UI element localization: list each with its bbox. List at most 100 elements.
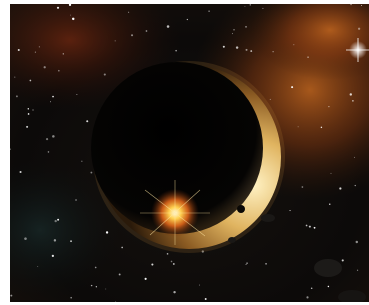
star [302, 186, 304, 188]
star [44, 66, 46, 68]
star [173, 263, 175, 265]
star [306, 225, 308, 227]
star [69, 4, 71, 6]
star [306, 296, 308, 298]
star [350, 93, 352, 95]
star [131, 34, 133, 36]
star [37, 266, 38, 267]
star [14, 77, 15, 78]
star [270, 99, 271, 100]
star [245, 6, 246, 7]
star [175, 50, 177, 52]
star [355, 185, 356, 186]
star [18, 49, 20, 51]
star [339, 187, 341, 189]
star [289, 210, 290, 211]
star [10, 295, 12, 297]
star [121, 247, 123, 249]
star [95, 267, 97, 269]
star [86, 120, 88, 122]
star [50, 101, 51, 102]
star [76, 94, 77, 95]
star [28, 108, 29, 109]
star [151, 264, 153, 266]
star [309, 226, 311, 228]
star [52, 135, 55, 138]
star [128, 12, 129, 13]
star [115, 40, 116, 41]
star [72, 18, 74, 20]
star [350, 4, 351, 5]
star [63, 53, 64, 54]
star [245, 264, 246, 265]
star [246, 263, 247, 264]
star [250, 4, 251, 5]
star [52, 96, 54, 98]
star [48, 151, 50, 153]
asteroid [261, 214, 275, 222]
star [39, 46, 40, 47]
star [146, 30, 148, 32]
star [208, 10, 209, 11]
star [246, 49, 248, 51]
star [105, 289, 106, 290]
star [361, 5, 362, 6]
star [328, 286, 329, 287]
star [52, 255, 54, 257]
star [90, 172, 92, 174]
star [291, 86, 293, 88]
space-image [0, 0, 369, 305]
star [293, 44, 294, 45]
star [358, 28, 360, 30]
star [236, 46, 238, 48]
star [171, 261, 173, 263]
star [298, 126, 299, 127]
star [329, 204, 330, 205]
star [356, 241, 358, 243]
star [167, 253, 169, 255]
star [58, 70, 60, 72]
star [55, 220, 57, 222]
star [265, 263, 266, 264]
star [26, 126, 28, 128]
star [54, 239, 56, 241]
page: (() => { JSON.parse(document.getElementB… [0, 0, 369, 305]
star [352, 100, 354, 102]
star [342, 259, 344, 261]
star [307, 56, 308, 57]
star [328, 106, 329, 107]
star [357, 270, 358, 271]
star [75, 199, 76, 200]
star [167, 25, 170, 28]
star [106, 231, 108, 233]
star [30, 80, 32, 82]
star [199, 285, 200, 286]
star [311, 287, 313, 289]
star [28, 113, 30, 115]
star [331, 173, 332, 174]
star [205, 298, 207, 300]
star [173, 291, 175, 293]
star [223, 46, 225, 48]
star [232, 33, 233, 34]
asteroid [314, 259, 342, 277]
star [57, 7, 59, 9]
asteroid [338, 290, 366, 304]
star [35, 52, 36, 53]
star [273, 51, 274, 52]
star [187, 19, 188, 20]
moon [237, 205, 245, 213]
star [32, 109, 33, 110]
star [57, 219, 59, 221]
star [250, 50, 252, 52]
star [115, 301, 116, 302]
star [321, 127, 322, 128]
star [70, 240, 72, 242]
star [314, 227, 316, 229]
star [70, 15, 71, 16]
star [9, 148, 11, 150]
star [46, 138, 48, 140]
asteroid [228, 237, 236, 243]
star [16, 95, 18, 97]
star [104, 73, 106, 75]
